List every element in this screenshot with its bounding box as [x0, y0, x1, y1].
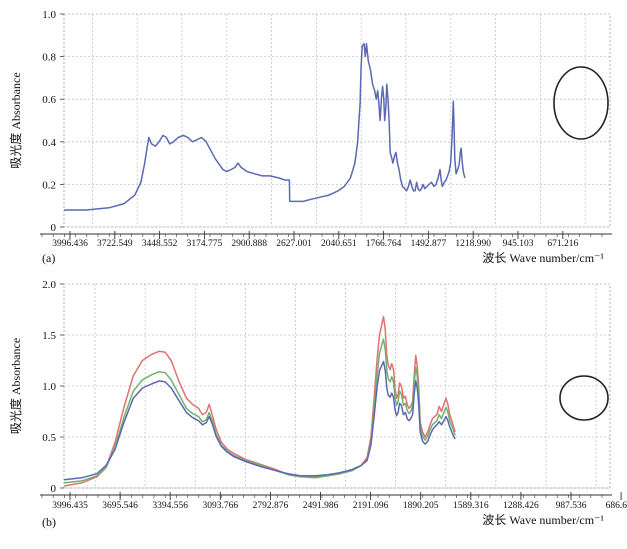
peak-annotation-circle: [553, 66, 609, 140]
x-tick-label: 686.646: [606, 501, 627, 511]
x-tick-label: 2191.096: [353, 501, 389, 511]
x-tick-label: 3996.436: [52, 239, 88, 249]
x-tick-label: 1218.990: [455, 239, 491, 249]
x-tick-label: 1589.316: [453, 501, 489, 511]
y-tick-label: 0.5: [42, 432, 56, 444]
x-axis-title: 波长 Wave number/cm⁻¹: [482, 251, 604, 265]
x-tick-label: 3996.435: [52, 501, 88, 511]
x-tick-label: 1890.205: [403, 501, 439, 511]
plot-frame: [63, 13, 611, 228]
series-line: [63, 315, 456, 487]
panel-b: 0 0.5 1.0 1.5 2.0 3996.435 3695.546 3394.556 309…: [8, 279, 627, 529]
panel-a: 0 0.2 0.4 0.6 0.8 1.0 3996.436 3722.549 3448.552…: [8, 9, 612, 265]
x-tick-label: 3448.552: [142, 239, 178, 249]
series-line: [64, 43, 466, 211]
x-tick-label: 1766.764: [366, 239, 402, 249]
x-axis-title: 波长 Wave number/cm⁻¹: [482, 513, 604, 527]
y-tick-label: 2.0: [42, 279, 56, 291]
y-tick-label: 1.5: [42, 330, 56, 342]
x-tick-label: 2491.986: [303, 501, 339, 511]
panel-label: (a): [42, 251, 55, 265]
x-tick-label: 2627.001: [276, 239, 312, 249]
y-axis-title: 吸光度 Absorbance: [8, 338, 23, 434]
x-tick-label: 945.103: [503, 239, 534, 249]
x-tick-label: 3722.549: [97, 239, 133, 249]
x-tick-label: 3093.766: [202, 501, 238, 511]
x-tick-label: 3695.546: [102, 501, 138, 511]
y-tick-label: 0.8: [42, 52, 56, 64]
y-tick-label: 0.2: [42, 179, 56, 191]
x-tick-label: 3394.556: [152, 501, 188, 511]
y-axis-title: 吸光度 Absorbance: [8, 72, 23, 168]
y-tick-label: 0: [51, 222, 57, 234]
y-tick-label: 0.6: [42, 94, 56, 106]
x-tick-label: 1288.426: [503, 501, 539, 511]
x-tick-label: 2792.876: [253, 501, 289, 511]
x-tick-label: 2040.651: [321, 239, 357, 249]
peak-annotation-circle: [559, 375, 609, 421]
y-tick-label: 0.4: [42, 137, 56, 149]
y-tick-label: 1.0: [42, 9, 56, 21]
x-tick-label: 671.216: [547, 239, 578, 249]
x-tick-label: 2900.888: [231, 239, 267, 249]
series-line: [64, 338, 456, 484]
y-tick-label: 0: [51, 483, 57, 495]
x-tick-label: 987.536: [556, 501, 587, 511]
series-line: [64, 360, 456, 481]
x-tick-label: 3174.775: [187, 239, 223, 249]
panel-label: (b): [42, 515, 56, 529]
y-tick-label: 1.0: [42, 381, 56, 393]
x-tick-label: 1492.877: [411, 239, 447, 249]
